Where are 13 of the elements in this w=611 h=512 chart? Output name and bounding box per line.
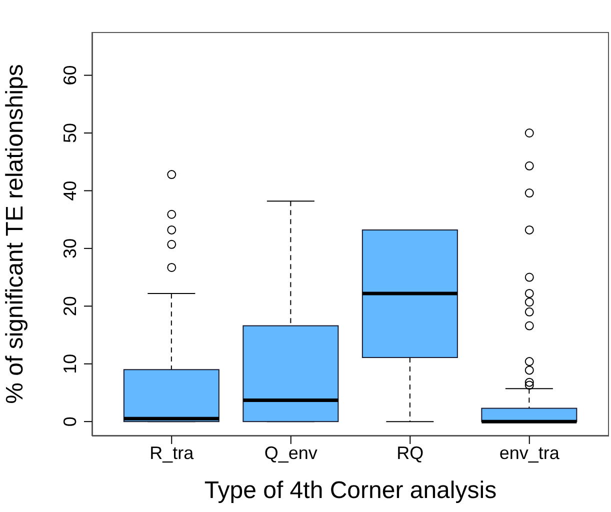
y-tick-label: 0	[60, 416, 80, 427]
y-tick-label: 20	[60, 296, 80, 316]
x-tick-label: Q_env	[264, 442, 318, 463]
y-tick-label: 40	[60, 180, 80, 201]
y-tick-label: 30	[60, 238, 80, 258]
x-axis-title: Type of 4th Corner analysis	[204, 477, 497, 504]
y-tick-label: 60	[60, 65, 80, 86]
x-tick-label: R_tra	[150, 442, 195, 463]
y-tick-label: 10	[60, 354, 80, 374]
x-tick-label: RQ	[396, 442, 424, 463]
x-tick-label: env_tra	[499, 442, 560, 463]
y-axis-title: % of significant TE relationships	[2, 64, 29, 404]
y-tick-label: 50	[60, 122, 80, 144]
